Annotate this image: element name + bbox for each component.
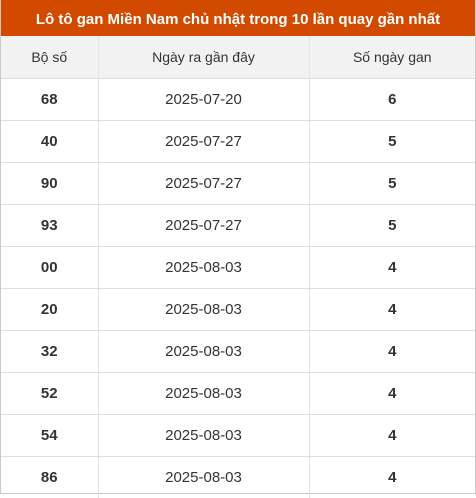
column-header-date: Ngày ra gần đây xyxy=(98,36,309,79)
column-header-number: Bộ số xyxy=(1,36,98,79)
row-date: 2025-07-27 xyxy=(98,163,309,205)
row-number: 20 xyxy=(1,289,98,331)
table-row: 20 2025-08-03 4 xyxy=(1,289,475,331)
lo-gan-table: Bộ số Ngày ra gần đây Số ngày gan 68 202… xyxy=(1,36,475,498)
row-number: 00 xyxy=(1,247,98,289)
row-date: 2025-08-03 xyxy=(98,289,309,331)
row-number: 52 xyxy=(1,373,98,415)
row-number: 32 xyxy=(1,331,98,373)
table-row: 68 2025-07-20 6 xyxy=(1,79,475,121)
table-header-row: Bộ số Ngày ra gần đây Số ngày gan xyxy=(1,36,475,79)
row-days: 4 xyxy=(309,415,475,457)
row-days: 5 xyxy=(309,163,475,205)
row-date: 2025-08-03 xyxy=(98,457,309,498)
row-number: 93 xyxy=(1,205,98,247)
column-header-days: Số ngày gan xyxy=(309,36,475,79)
row-days: 5 xyxy=(309,205,475,247)
row-days: 6 xyxy=(309,79,475,121)
row-number: 40 xyxy=(1,121,98,163)
table-row: 00 2025-08-03 4 xyxy=(1,247,475,289)
row-date: 2025-08-03 xyxy=(98,415,309,457)
table-title: Lô tô gan Miền Nam chủ nhật trong 10 lần… xyxy=(1,0,475,36)
row-date: 2025-08-03 xyxy=(98,331,309,373)
row-date: 2025-07-20 xyxy=(98,79,309,121)
row-days: 4 xyxy=(309,247,475,289)
row-date: 2025-08-03 xyxy=(98,373,309,415)
table-row: 54 2025-08-03 4 xyxy=(1,415,475,457)
row-days: 4 xyxy=(309,289,475,331)
row-date: 2025-07-27 xyxy=(98,205,309,247)
row-number: 54 xyxy=(1,415,98,457)
row-days: 4 xyxy=(309,373,475,415)
row-days: 4 xyxy=(309,331,475,373)
table-row: 52 2025-08-03 4 xyxy=(1,373,475,415)
row-number: 86 xyxy=(1,457,98,498)
table-row: 90 2025-07-27 5 xyxy=(1,163,475,205)
table-row: 32 2025-08-03 4 xyxy=(1,331,475,373)
row-days: 5 xyxy=(309,121,475,163)
row-days: 4 xyxy=(309,457,475,498)
table-row: 86 2025-08-03 4 xyxy=(1,457,475,498)
row-date: 2025-08-03 xyxy=(98,247,309,289)
row-number: 68 xyxy=(1,79,98,121)
row-number: 90 xyxy=(1,163,98,205)
table-row: 93 2025-07-27 5 xyxy=(1,205,475,247)
row-date: 2025-07-27 xyxy=(98,121,309,163)
table-row: 40 2025-07-27 5 xyxy=(1,121,475,163)
